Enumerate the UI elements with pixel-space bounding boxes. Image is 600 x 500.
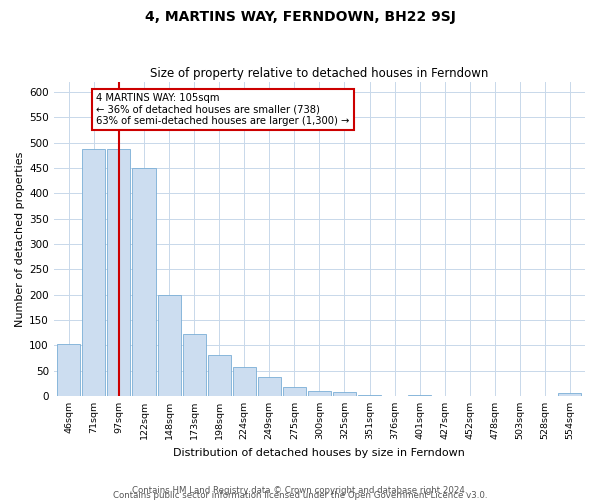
Bar [283,388,306,396]
X-axis label: Distribution of detached houses by size in Ferndown: Distribution of detached houses by size … [173,448,466,458]
Y-axis label: Number of detached properties: Number of detached properties [15,152,25,326]
Text: Contains HM Land Registry data © Crown copyright and database right 2024.: Contains HM Land Registry data © Crown c… [132,486,468,495]
Bar [208,355,230,396]
Title: Size of property relative to detached houses in Ferndown: Size of property relative to detached ho… [150,66,488,80]
Text: 4 MARTINS WAY: 105sqm
← 36% of detached houses are smaller (738)
63% of semi-det: 4 MARTINS WAY: 105sqm ← 36% of detached … [96,93,350,126]
Bar [158,294,181,396]
Bar [559,393,581,396]
Bar [182,334,206,396]
Bar [333,392,356,396]
Bar [358,395,381,396]
Bar [133,168,155,396]
Text: Contains public sector information licensed under the Open Government Licence v3: Contains public sector information licen… [113,490,487,500]
Text: 4, MARTINS WAY, FERNDOWN, BH22 9SJ: 4, MARTINS WAY, FERNDOWN, BH22 9SJ [145,10,455,24]
Bar [408,395,431,396]
Bar [308,391,331,396]
Bar [107,150,130,396]
Bar [57,344,80,396]
Bar [233,366,256,396]
Bar [82,150,106,396]
Bar [258,376,281,396]
